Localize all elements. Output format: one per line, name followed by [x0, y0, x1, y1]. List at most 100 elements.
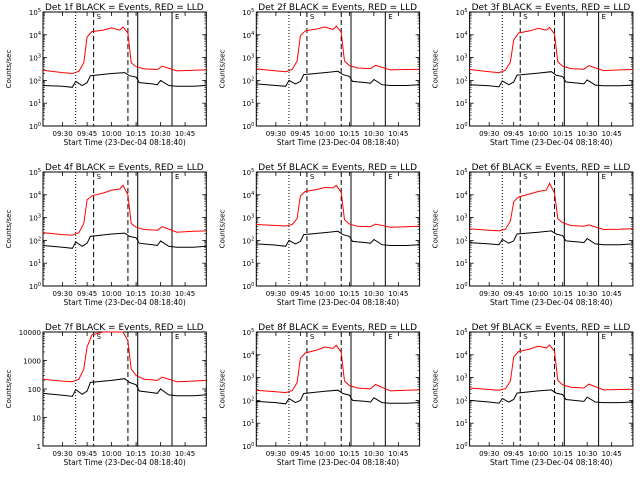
y-tick-label: 102	[242, 396, 254, 405]
y-tick-label: 100	[242, 442, 254, 451]
panel-title: Det 3f BLACK = Events, RED = LLD	[472, 3, 631, 13]
y-axis-label: Counts/sec	[432, 50, 440, 89]
series-line-events	[469, 389, 633, 404]
flag-label: S	[310, 333, 315, 341]
y-tick-label: 104	[29, 191, 41, 200]
flag-label: E	[388, 333, 392, 341]
y-tick-label: 102	[455, 396, 467, 405]
y-tick-label: 1000	[23, 358, 41, 366]
x-axis-label: Start Time (23-Dec-04 08:18:40)	[490, 298, 612, 307]
y-tick-label: 100	[29, 122, 41, 131]
plot-frame	[469, 331, 634, 447]
x-tick-label: 10:30	[150, 450, 170, 458]
y-tick-label: 101	[455, 419, 467, 428]
y-tick-label: 105	[455, 8, 467, 17]
x-tick-label: 10:30	[364, 290, 384, 298]
x-tick-label: 10:15	[126, 290, 146, 298]
y-tick-label: 101	[29, 259, 41, 268]
y-tick-label: 100	[455, 442, 467, 451]
y-tick-label: 102	[455, 236, 467, 245]
x-tick-label: 09:45	[504, 450, 524, 458]
series-line-lld	[42, 184, 207, 236]
plot-frame	[42, 171, 207, 287]
x-tick-label: 10:45	[602, 130, 622, 138]
series-line-events	[256, 70, 420, 87]
series-line-lld	[256, 25, 420, 73]
y-tick-label: 105	[242, 328, 254, 337]
y-tick-label: 101	[455, 99, 467, 108]
x-tick-label: 10:00	[101, 290, 121, 298]
plot-frame	[469, 11, 634, 127]
series-line-lld	[42, 26, 207, 75]
y-tick-label: 101	[242, 99, 254, 108]
series-line-lld	[469, 26, 633, 74]
x-tick-label: 10:00	[528, 290, 548, 298]
y-tick-label: 103	[29, 214, 41, 223]
y-tick-label: 104	[455, 31, 467, 40]
y-axis-label: Counts/sec	[218, 370, 226, 409]
x-tick-label: 10:30	[577, 290, 597, 298]
flag-label: S	[523, 173, 528, 181]
x-axis-label: Start Time (23-Dec-04 08:18:40)	[63, 298, 185, 307]
y-tick-label: 1	[37, 443, 41, 451]
plot-frame	[255, 331, 421, 447]
series-line-events	[42, 72, 207, 88]
flag-label: E	[602, 13, 606, 21]
x-axis-label: Start Time (23-Dec-04 08:18:40)	[63, 458, 185, 467]
y-tick-label: 100	[28, 386, 41, 394]
y-tick-label: 104	[455, 351, 467, 360]
x-tick-label: 09:45	[290, 130, 310, 138]
y-tick-label: 102	[242, 236, 254, 245]
y-tick-label: 10000	[19, 329, 41, 337]
x-axis-label: Start Time (23-Dec-04 08:18:40)	[277, 138, 399, 147]
y-axis-label: Counts/sec	[5, 210, 13, 249]
x-tick-label: 10:00	[528, 130, 548, 138]
x-tick-label: 10:15	[553, 130, 573, 138]
x-tick-label: 10:15	[339, 450, 359, 458]
x-tick-label: 10:30	[577, 130, 597, 138]
detector-panel: Det 3f BLACK = Events, RED = LLD 100 101 10…	[432, 3, 634, 147]
panel-title: Det 7f BLACK = Events, RED = LLD	[45, 323, 204, 333]
y-tick-label: 102	[29, 236, 41, 245]
y-axis-label: Counts/sec	[218, 50, 226, 89]
x-tick-label: 09:30	[53, 130, 73, 138]
series-line-lld	[256, 344, 420, 394]
series-line-events	[256, 230, 420, 247]
flag-label: E	[175, 13, 179, 21]
plot-frame	[255, 171, 421, 287]
x-tick-label: 09:45	[504, 130, 524, 138]
flag-label: E	[175, 333, 179, 341]
x-tick-label: 10:30	[150, 290, 170, 298]
flag-label: S	[523, 333, 528, 341]
y-tick-label: 100	[455, 122, 467, 131]
series-line-lld	[469, 344, 633, 391]
x-tick-label: 10:15	[126, 130, 146, 138]
y-tick-label: 103	[242, 374, 254, 383]
flag-label: S	[97, 13, 102, 21]
flag-label: E	[388, 13, 392, 21]
series-line-lld	[42, 331, 207, 383]
x-tick-label: 09:30	[53, 450, 73, 458]
x-tick-label: 09:30	[479, 450, 499, 458]
x-tick-label: 10:15	[553, 450, 573, 458]
y-tick-label: 100	[455, 282, 467, 291]
y-tick-label: 103	[455, 54, 467, 63]
plot-frame	[42, 11, 207, 127]
y-tick-label: 101	[29, 99, 41, 108]
x-tick-label: 10:15	[553, 290, 573, 298]
flag-label: S	[310, 13, 315, 21]
y-tick-label: 105	[455, 328, 467, 337]
flag-label: E	[388, 173, 392, 181]
x-tick-label: 10:30	[577, 450, 597, 458]
flag-label: S	[523, 13, 528, 21]
flag-label: S	[310, 173, 315, 181]
y-axis-label: Counts/sec	[432, 370, 440, 409]
y-tick-label: 104	[242, 31, 254, 40]
y-tick-label: 105	[29, 168, 41, 177]
series-line-events	[469, 230, 633, 246]
x-tick-label: 10:45	[388, 450, 408, 458]
x-tick-label: 10:15	[126, 450, 146, 458]
series-line-events	[469, 71, 633, 88]
